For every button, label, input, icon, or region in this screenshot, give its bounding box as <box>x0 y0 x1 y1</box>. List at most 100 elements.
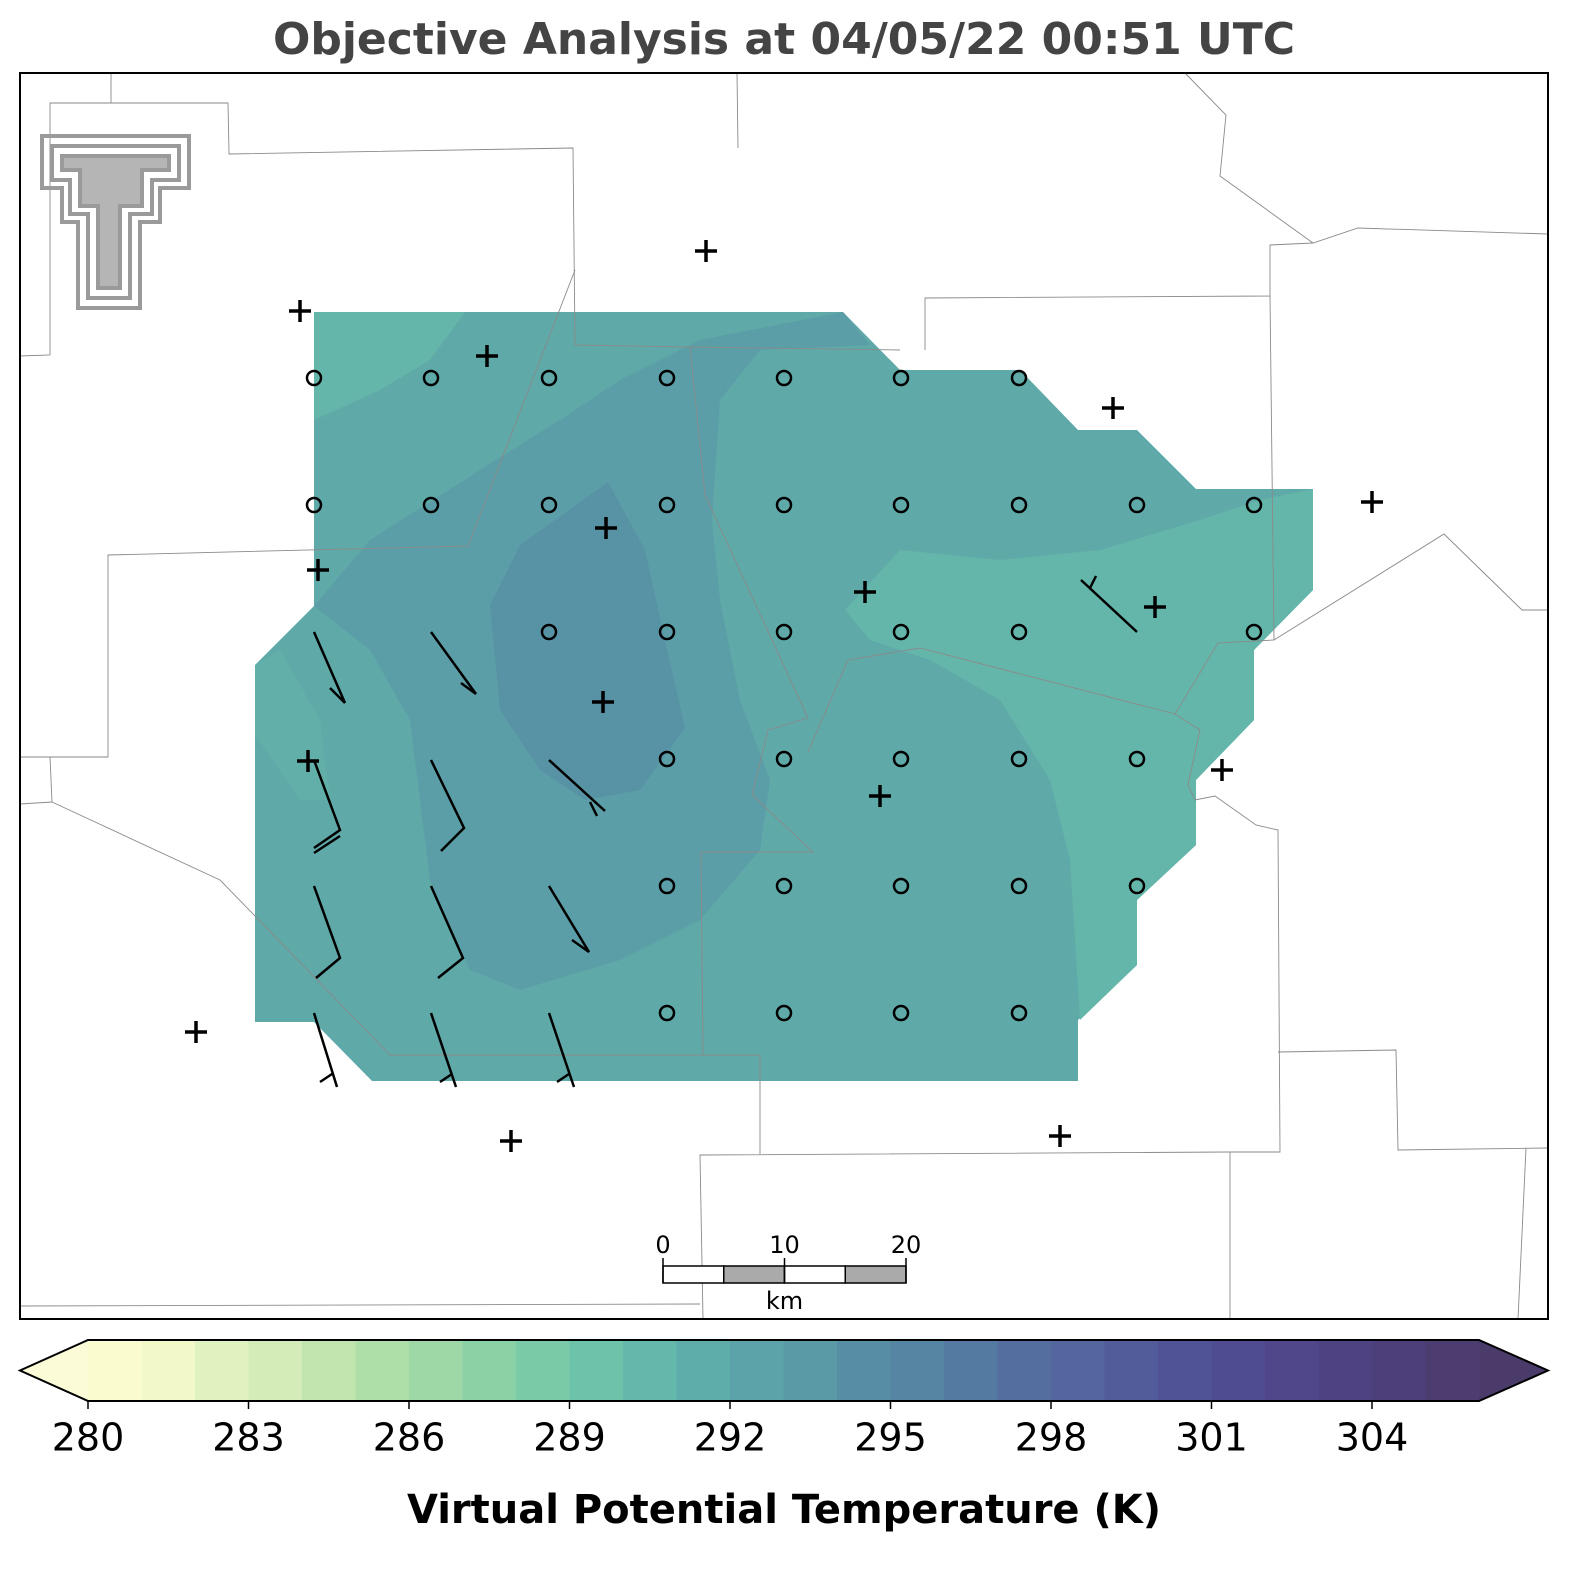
scale-segment <box>844 1265 907 1284</box>
colorbar-bin <box>355 1340 410 1401</box>
colorbar-bin <box>516 1340 570 1401</box>
wind-barb <box>312 759 342 855</box>
colorbar-bin <box>462 1340 517 1401</box>
chart-title: Objective Analysis at 04/05/22 00:51 UTC <box>273 14 1295 65</box>
colorbar-bin <box>141 1340 196 1401</box>
calm-wind-marker <box>540 623 558 641</box>
station-marker <box>1144 596 1166 618</box>
calm-wind-marker <box>1128 496 1146 514</box>
scale-tick-label: 20 <box>891 1231 922 1259</box>
station-marker <box>1361 491 1383 513</box>
colorbar-bin <box>409 1340 463 1401</box>
station-marker <box>854 581 876 603</box>
map <box>19 72 1549 1320</box>
calm-wind-marker <box>892 496 910 514</box>
colorbar-tick-label: 304 <box>1336 1416 1409 1460</box>
colorbar-tick-label: 283 <box>212 1416 285 1460</box>
calm-wind-marker <box>540 496 558 514</box>
calm-wind-marker <box>305 496 323 514</box>
station-marker <box>500 1130 522 1152</box>
county-border <box>1277 1049 1549 1151</box>
logo-inner <box>50 144 181 300</box>
colorbar-bin <box>1158 1340 1212 1401</box>
wind-barb <box>429 631 478 696</box>
colorbar-bin <box>302 1340 356 1401</box>
colorbar-bin <box>997 1340 1052 1401</box>
county-border <box>924 227 1549 350</box>
colorbar-bin <box>890 1340 945 1401</box>
scale-unit: km <box>766 1287 803 1315</box>
colorbar-bin <box>1265 1340 1319 1401</box>
calm-wind-marker <box>540 369 558 387</box>
calm-wind-marker <box>1245 496 1263 514</box>
colorbar-bin <box>944 1340 998 1401</box>
county-border <box>1273 533 1548 641</box>
colorbar-bin <box>1425 1340 1480 1401</box>
calm-wind-marker <box>775 1004 793 1022</box>
wind-barb <box>1080 575 1138 633</box>
wind-barb <box>312 1012 339 1088</box>
scale-segment <box>662 1265 725 1284</box>
station-marker <box>289 300 311 322</box>
calm-wind-marker <box>1010 623 1028 641</box>
colorbar-bin <box>676 1340 731 1401</box>
station-marker <box>869 785 891 807</box>
wind-barb <box>548 759 606 817</box>
colorbar-bin <box>195 1340 249 1401</box>
scale-tick-label: 10 <box>769 1231 800 1259</box>
colorbar-bin <box>1104 1340 1159 1401</box>
calm-wind-marker <box>892 369 910 387</box>
contour-region <box>314 312 465 420</box>
calm-wind-marker <box>658 496 676 514</box>
station-markers <box>185 240 1383 1152</box>
calm-wind-marker <box>1010 750 1028 768</box>
county-border <box>19 801 53 805</box>
station-marker <box>476 345 498 367</box>
wind-barb <box>547 885 591 954</box>
calm-wind-marker <box>1128 750 1146 768</box>
calm-wind-marker <box>658 369 676 387</box>
map-frame <box>19 72 1549 1320</box>
calm-wind-marker <box>658 877 676 895</box>
logo <box>40 134 191 310</box>
calm-wind-marker <box>775 877 793 895</box>
colorbar-bin <box>837 1340 891 1401</box>
colorbar-bin <box>248 1340 303 1401</box>
county-border <box>19 102 111 357</box>
calm-wind-marker <box>422 369 440 387</box>
county-border <box>1174 295 1275 715</box>
colorbar-bin <box>1051 1340 1105 1401</box>
colorbar-tick-label: 301 <box>1175 1416 1248 1460</box>
station-marker <box>1102 397 1124 419</box>
scale-segment <box>723 1265 786 1284</box>
colorbar-bin <box>569 1340 624 1401</box>
calm-wind-marker <box>305 369 323 387</box>
colorbar-tick-label: 298 <box>1015 1416 1088 1460</box>
station-marker <box>1049 1125 1071 1147</box>
station-marker <box>1211 759 1233 781</box>
calm-wind-marker <box>1010 369 1028 387</box>
calm-wind-marker <box>775 369 793 387</box>
colorbar-bin <box>623 1340 677 1401</box>
calm-wind-marker <box>422 496 440 514</box>
wind-barb <box>312 631 347 704</box>
station-marker <box>592 691 614 713</box>
colorbar-bin <box>783 1340 838 1401</box>
county-border <box>703 1054 761 1155</box>
wind-barb <box>429 885 465 979</box>
county-border <box>110 73 901 351</box>
station-marker <box>185 1021 207 1043</box>
logo-inner <box>60 154 171 290</box>
county-border <box>49 346 815 1056</box>
calm-wind-marker <box>892 1004 910 1022</box>
calm-wind-marker <box>775 496 793 514</box>
calm-wind-marker <box>658 1004 676 1022</box>
colorbar-bin <box>1211 1340 1266 1401</box>
colorbar-tick-label: 280 <box>52 1416 125 1460</box>
colorbar-tick-label: 292 <box>694 1416 767 1460</box>
calm-wind-marker <box>775 623 793 641</box>
calm-wind-marker <box>892 750 910 768</box>
scale-tick-label: 0 <box>655 1231 670 1259</box>
county-border <box>20 269 576 758</box>
calm-wind-marker <box>1010 1004 1028 1022</box>
